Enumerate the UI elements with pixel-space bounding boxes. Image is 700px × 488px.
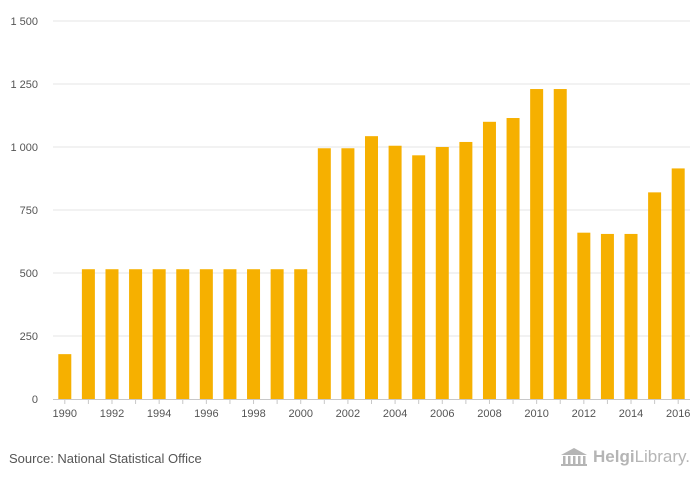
- bar: [341, 148, 355, 399]
- bar: [648, 192, 662, 399]
- bar: [459, 141, 473, 399]
- bar: [482, 121, 496, 400]
- y-tick-label: 1 500: [10, 16, 38, 28]
- bar: [600, 233, 614, 399]
- x-tick-label: 2006: [430, 408, 454, 420]
- bar: [105, 269, 119, 399]
- bar: [671, 168, 685, 399]
- bar: [270, 269, 284, 399]
- x-tick-label: 1998: [241, 408, 265, 420]
- x-tick-label: 2008: [477, 408, 501, 420]
- y-tick-label: 0: [32, 394, 38, 406]
- x-tick-label: 1990: [53, 408, 77, 420]
- bar: [435, 147, 449, 399]
- x-tick-label: 2016: [666, 408, 690, 420]
- x-tick-label: 2010: [524, 408, 548, 420]
- library-building-icon: [561, 448, 587, 466]
- y-tick-label: 1 250: [10, 79, 38, 91]
- logo-text-library: Library.: [634, 447, 690, 466]
- x-tick-label: 2012: [572, 408, 596, 420]
- bar: [388, 145, 402, 399]
- bar: [530, 89, 544, 399]
- x-tick-label: 1996: [194, 408, 218, 420]
- bar: [247, 269, 261, 399]
- logo-text-helgi: Helgi: [593, 447, 635, 466]
- x-tick-label: 2000: [288, 408, 312, 420]
- bar: [152, 269, 166, 399]
- bar: [365, 136, 378, 399]
- y-tick-label: 750: [20, 205, 38, 217]
- bar: [624, 233, 638, 399]
- bar: [81, 269, 95, 399]
- x-tick-label: 2002: [336, 408, 360, 420]
- bar: [412, 155, 426, 399]
- x-tick-label: 1992: [100, 408, 124, 420]
- bar: [223, 269, 237, 399]
- bar: [553, 89, 567, 399]
- bar: [129, 269, 143, 399]
- helgi-library-logo: HelgiLibrary.: [560, 447, 690, 467]
- x-tick-label: 2004: [383, 408, 407, 420]
- bar: [294, 269, 308, 399]
- bar: [577, 232, 591, 399]
- x-tick-label: 1994: [147, 408, 171, 420]
- bar: [199, 269, 213, 399]
- bar: [506, 118, 520, 400]
- y-tick-label: 250: [20, 331, 38, 343]
- source-note: Source: National Statistical Office: [9, 451, 202, 466]
- x-tick-label: 2014: [619, 408, 643, 420]
- bar: [58, 354, 72, 399]
- bar: [317, 148, 331, 399]
- bar: [176, 269, 190, 399]
- y-tick-label: 1 000: [10, 142, 38, 154]
- y-tick-label: 500: [20, 268, 38, 280]
